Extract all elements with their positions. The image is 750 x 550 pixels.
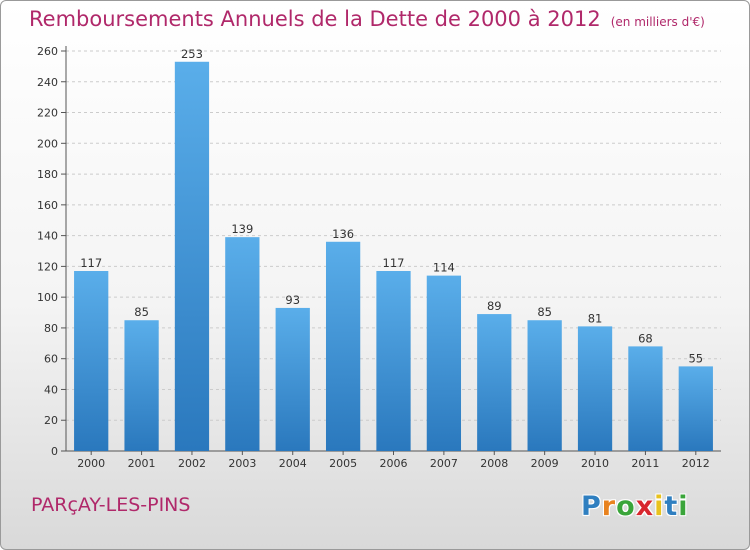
y-tick-label: 200: [37, 137, 58, 150]
x-tick-label: 2003: [228, 457, 256, 470]
value-label: 93: [285, 293, 300, 307]
bar: [527, 320, 562, 451]
y-tick-label: 260: [37, 45, 58, 58]
y-tick-label: 160: [37, 199, 58, 212]
x-tick-label: 2004: [279, 457, 307, 470]
x-tick-label: 2005: [329, 457, 357, 470]
value-label: 85: [537, 305, 552, 319]
y-tick-label: 20: [44, 414, 58, 427]
value-label: 114: [433, 261, 455, 275]
x-tick-label: 2009: [531, 457, 559, 470]
bar: [225, 237, 260, 451]
y-tick-label: 40: [44, 383, 58, 396]
x-tick-label: 2000: [77, 457, 105, 470]
bar: [174, 61, 210, 452]
y-tick-label: 220: [37, 107, 58, 120]
x-tick-label: 2010: [581, 457, 609, 470]
x-tick-label: 2001: [128, 457, 156, 470]
bar: [477, 314, 512, 451]
logo-letter: x: [635, 491, 655, 522]
value-label: 81: [588, 311, 603, 325]
bar: [275, 307, 310, 451]
y-tick-label: 0: [51, 445, 58, 458]
proxiti-logo: Proxiti: [581, 491, 689, 522]
logo-letter: t: [664, 491, 679, 522]
y-tick-label: 180: [37, 168, 58, 181]
value-label: 68: [638, 331, 653, 345]
x-tick-label: 2002: [178, 457, 206, 470]
value-label: 253: [181, 47, 203, 61]
bar: [376, 271, 411, 451]
chart-title-text: Remboursements Annuels de la Dette de 20…: [29, 7, 601, 31]
value-label: 136: [332, 227, 354, 241]
bar: [325, 241, 361, 451]
place-name: PARçAY-LES-PINS: [31, 494, 191, 516]
bar: [124, 320, 159, 451]
chart-title: Remboursements Annuels de la Dette de 20…: [29, 7, 705, 31]
value-label: 55: [688, 351, 703, 365]
bar: [426, 275, 462, 451]
logo-letter: o: [616, 491, 636, 522]
bars: [74, 61, 713, 452]
y-tick-label: 80: [44, 322, 58, 335]
x-tick-label: 2012: [682, 457, 710, 470]
value-label: 85: [134, 305, 149, 319]
y-tick-label: 120: [37, 260, 58, 273]
value-label: 139: [231, 222, 253, 236]
logo-letter: i: [654, 491, 665, 522]
bar: [678, 366, 713, 451]
x-tick-label: 2006: [380, 457, 408, 470]
x-tick-label: 2011: [631, 457, 659, 470]
y-tick-label: 100: [37, 291, 58, 304]
value-label: 89: [487, 299, 502, 313]
x-tick-label: 2008: [480, 457, 508, 470]
bar: [577, 326, 613, 451]
value-label: 117: [80, 256, 102, 270]
y-tick-label: 240: [37, 76, 58, 89]
logo-letter: P: [581, 491, 602, 522]
logo-letter: r: [601, 491, 617, 522]
unit-note: (en milliers d'€): [610, 15, 705, 29]
y-tick-label: 60: [44, 353, 58, 366]
y-tick-label: 140: [37, 230, 58, 243]
bar: [74, 271, 109, 451]
bar: [628, 346, 663, 451]
labels: 0 20 40 60 80 100 120 140 160 180 200 220 240 260 117 2…: [37, 45, 710, 470]
x-tick-label: 2007: [430, 457, 458, 470]
logo-letter: i: [678, 491, 689, 522]
value-label: 117: [383, 256, 405, 270]
